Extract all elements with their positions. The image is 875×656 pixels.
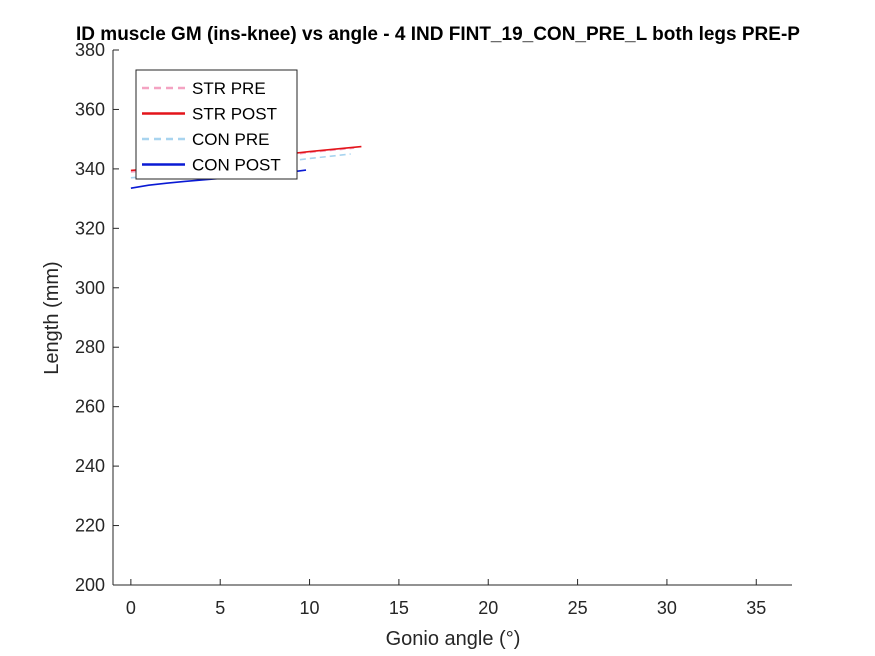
x-tick-label: 0 — [126, 598, 136, 618]
y-tick-label: 260 — [75, 397, 105, 417]
y-tick-label: 220 — [75, 516, 105, 536]
y-tick-label: 280 — [75, 337, 105, 357]
y-tick-label: 340 — [75, 159, 105, 179]
legend-entry-label: STR POST — [192, 105, 277, 124]
x-axis-label: Gonio angle (°) — [386, 628, 521, 650]
x-tick-label: 25 — [568, 598, 588, 618]
y-tick-label: 300 — [75, 278, 105, 298]
x-tick-label: 5 — [215, 598, 225, 618]
y-tick-label: 320 — [75, 218, 105, 238]
x-tick-label: 30 — [657, 598, 677, 618]
legend-entry-label: CON POST — [192, 156, 281, 175]
legend-box — [135, 69, 298, 180]
chart-title: ID muscle GM (ins-knee) vs angle - 4 IND… — [76, 24, 800, 45]
x-tick-label: 20 — [478, 598, 498, 618]
x-tick-label: 15 — [389, 598, 409, 618]
x-tick-label: 35 — [746, 598, 766, 618]
y-tick-label: 240 — [75, 456, 105, 476]
y-tick-label: 360 — [75, 99, 105, 119]
y-tick-label: 200 — [75, 575, 105, 595]
plot-area: 0 5 10 15 20 25 30 35 200 220 240 260 280 300 320 340 36… — [75, 40, 792, 618]
x-tick-label: 10 — [300, 598, 320, 618]
y-tick-label: 380 — [75, 40, 105, 60]
legend: STR PRE STR POST CON PRE CON POST — [135, 69, 298, 180]
axis-ticks: 0 5 10 15 20 25 30 35 200 220 240 260 280 300 320 340 36… — [75, 40, 766, 618]
y-axis-label: Length (mm) — [41, 261, 63, 374]
legend-entry-label: CON PRE — [192, 130, 269, 149]
legend-entry-label: STR PRE — [192, 79, 266, 98]
